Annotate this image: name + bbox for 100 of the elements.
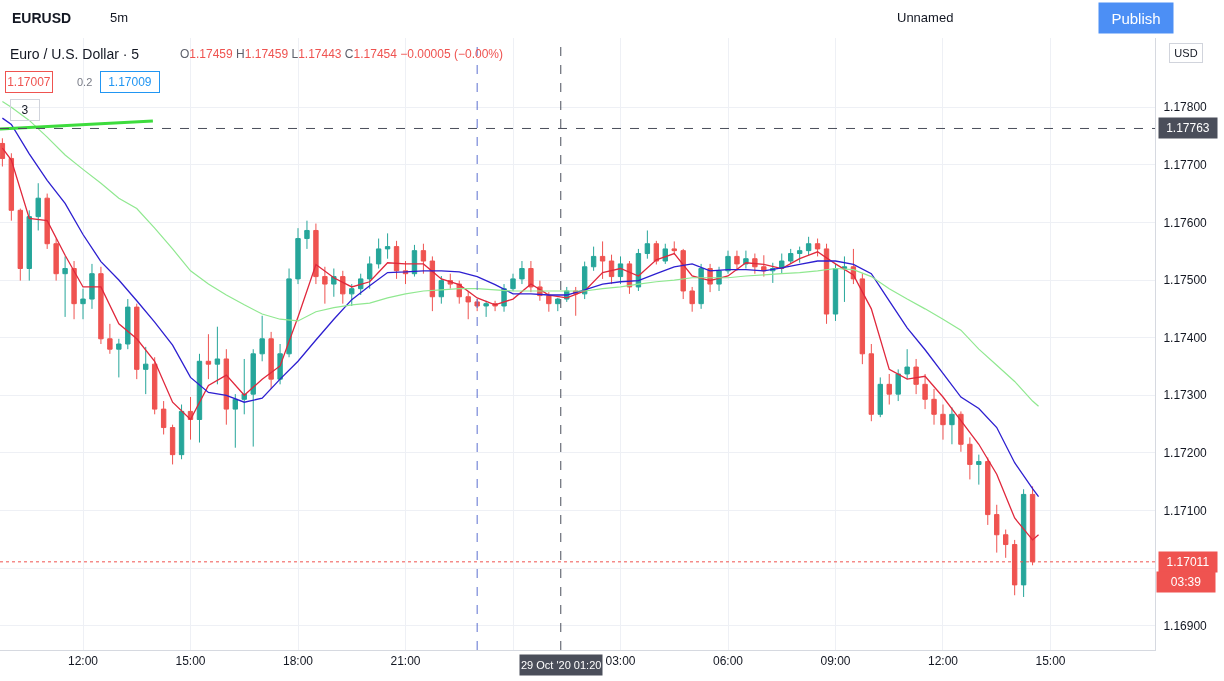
candlestick (134, 303, 140, 380)
y-tick-label: 1.17700 (1163, 157, 1208, 172)
line-series (1, 117, 1040, 498)
y-tick-label: 1.17200 (1163, 446, 1208, 461)
candlestick (814, 238, 821, 257)
text: Publish (1111, 9, 1161, 27)
candlestick (35, 182, 41, 231)
candlestick (895, 368, 901, 402)
candlestick (761, 254, 767, 278)
candlestick (510, 273, 516, 292)
candlestick (393, 240, 400, 280)
ref-line-label: 1.17763 (1166, 121, 1210, 135)
line-series (1, 147, 1040, 541)
candlestick (169, 424, 176, 465)
candlestick (1003, 529, 1009, 559)
annotation: 1.17007 (7, 75, 51, 89)
candlestick (958, 410, 964, 453)
y-tick-label: 1.16900 (1163, 619, 1208, 633)
candlestick (671, 240, 677, 256)
candlestick (1020, 488, 1027, 598)
candlestick (322, 266, 328, 305)
candlestick (80, 288, 86, 320)
candlestick (241, 358, 247, 415)
candlestick (617, 255, 624, 285)
candlestick (98, 266, 104, 345)
candlestick (223, 348, 230, 426)
candlestick (608, 254, 615, 285)
x-tick-label: 12:00 (67, 654, 99, 669)
x-tick-label: 21:00 (390, 654, 421, 669)
candlestick (680, 248, 686, 300)
y-tick-label: 1.17500 (1163, 273, 1208, 288)
candlestick (125, 298, 131, 350)
candlestick (752, 253, 758, 275)
candlestick (313, 223, 319, 285)
x-tick-label: 03:00 (605, 654, 636, 669)
candlestick (0, 137, 6, 168)
candlestick (940, 404, 946, 441)
candlestick (232, 393, 238, 449)
candlestick (71, 260, 77, 320)
candlestick (967, 436, 973, 480)
candlestick (62, 255, 68, 318)
candlestick (143, 346, 149, 395)
candlestick (994, 504, 1000, 554)
candlestick (528, 260, 534, 293)
candlestick (644, 229, 651, 260)
candlestick (214, 326, 221, 385)
y-axis-title: USD (1174, 47, 1198, 59)
candlestick (734, 250, 740, 272)
candlestick (384, 232, 391, 260)
candlestick (89, 263, 95, 310)
text: O1.17459 H1.17459 L1.17443 C1.17454 −0.00005 (−0.00%) (180, 47, 503, 61)
candlestick (796, 246, 803, 264)
candlestick (653, 240, 660, 265)
candlestick (590, 246, 597, 272)
candlestick (17, 208, 23, 282)
candlestick (205, 333, 212, 380)
candlestick (349, 283, 355, 307)
candlestick (931, 388, 937, 426)
candlestick (178, 404, 185, 460)
y-tick-label: 1.17400 (1163, 330, 1208, 345)
candlestick (295, 227, 301, 285)
candlestick (904, 348, 910, 380)
line-series (1, 100, 1040, 407)
candlestick (26, 209, 32, 282)
candlestick (196, 353, 203, 444)
x-tick-label: 18:00 (282, 654, 314, 669)
y-tick-label: 1.17300 (1163, 388, 1208, 403)
text: Unnamed (897, 10, 954, 25)
x-tick-label: 15:00 (175, 654, 206, 669)
candlestick (465, 290, 471, 320)
candlestick (250, 348, 256, 448)
candlestick (259, 315, 265, 362)
candlestick (151, 356, 158, 415)
candlestick (420, 243, 427, 275)
candlestick (581, 261, 588, 300)
candlestick (922, 373, 928, 410)
x-tick-label: 12:00 (927, 654, 959, 669)
candlestick (519, 260, 525, 285)
annotation: 0.2 (77, 76, 93, 88)
candlestick (689, 286, 695, 313)
candlestick (599, 240, 606, 280)
candlestick (805, 236, 812, 256)
candlestick (832, 263, 839, 322)
y-tick-label: 1.17800 (1163, 100, 1208, 115)
candlestick (868, 343, 875, 422)
x-tick-label: 06:00 (712, 654, 744, 669)
text: EURUSD (12, 10, 72, 26)
candlestick (116, 338, 122, 378)
candlestick (286, 268, 292, 358)
candlestick (44, 193, 50, 250)
candlestick (859, 273, 866, 365)
text: 5m (110, 10, 129, 25)
y-tick-label: 1.17100 (1163, 503, 1208, 518)
candlestick (555, 297, 561, 312)
candlestick (949, 406, 955, 445)
candlestick (985, 457, 991, 526)
candlestick (877, 376, 883, 418)
candlestick (725, 250, 731, 275)
candlestick (976, 454, 982, 486)
candlestick (483, 300, 489, 318)
